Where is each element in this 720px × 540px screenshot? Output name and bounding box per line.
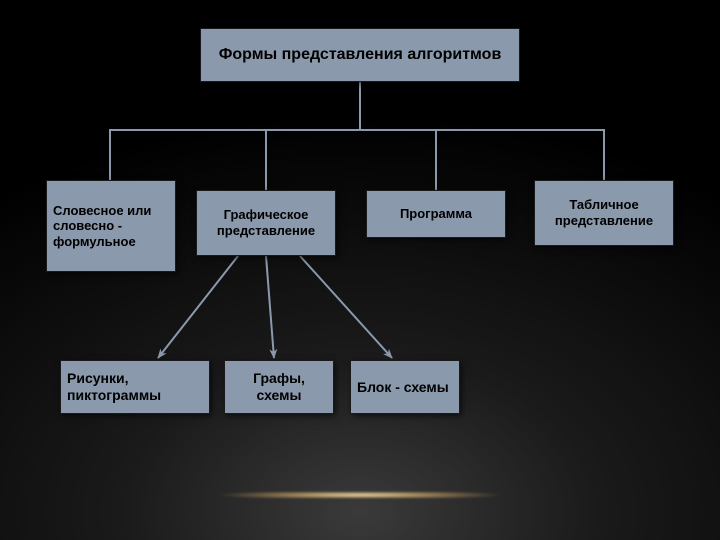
node-label: Графическое представление <box>203 207 329 238</box>
node-graphic: Графическое представление <box>196 190 336 256</box>
node-label: Формы представления алгоритмов <box>219 45 502 64</box>
tree-edges-bottom <box>158 256 392 358</box>
edge-line <box>110 130 360 180</box>
node-label: Табличное представление <box>541 197 667 228</box>
edge-arrow <box>266 256 274 358</box>
node-verbal: Словесное или словесно - формульное <box>46 180 176 272</box>
node-graphs: Графы, схемы <box>224 360 334 414</box>
node-label: Блок - схемы <box>357 379 449 396</box>
tree-edges-top <box>110 82 604 190</box>
node-block: Блок - схемы <box>350 360 460 414</box>
edge-line <box>360 130 436 190</box>
edge-line <box>266 130 360 190</box>
node-label: Словесное или словесно - формульное <box>53 203 169 250</box>
node-root: Формы представления алгоритмов <box>200 28 520 82</box>
node-table: Табличное представление <box>534 180 674 246</box>
node-label: Программа <box>400 206 472 222</box>
edge-line <box>360 130 604 180</box>
node-pics: Рисунки, пиктограммы <box>60 360 210 414</box>
node-label: Графы, схемы <box>231 370 327 404</box>
node-label: Рисунки, пиктограммы <box>67 370 203 404</box>
node-program: Программа <box>366 190 506 238</box>
spotlight-glow <box>180 492 540 498</box>
edge-arrow <box>300 256 392 358</box>
